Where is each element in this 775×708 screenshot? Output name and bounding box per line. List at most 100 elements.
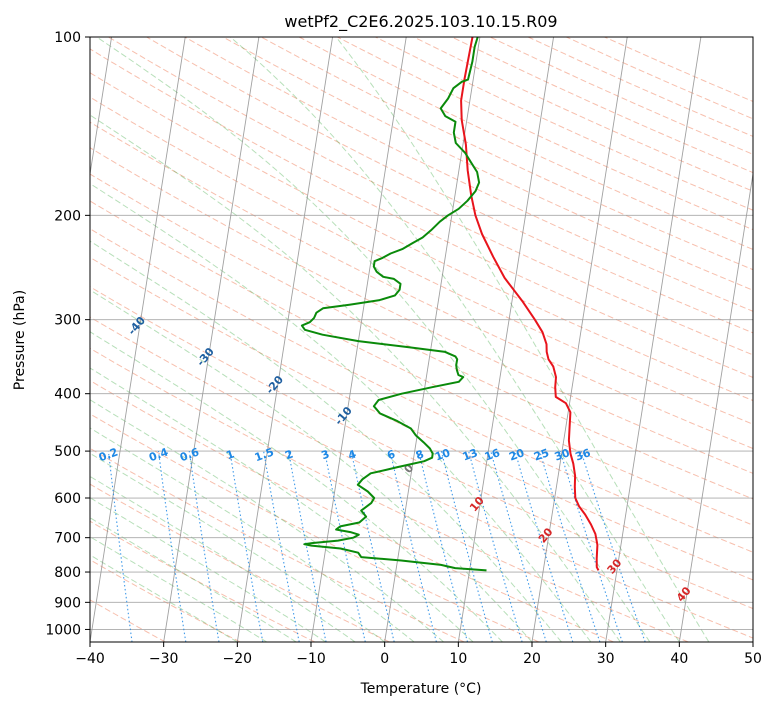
mixing-ratio-line <box>350 450 395 642</box>
x-tick-label: 0 <box>380 651 389 667</box>
dry-adiabat <box>90 121 753 450</box>
moist-adiabat <box>90 367 474 642</box>
dry-adiabat <box>90 483 390 642</box>
moist-adiabat <box>90 331 503 642</box>
isotherm <box>90 37 113 177</box>
mixing-ratio-label: 16 <box>483 446 502 464</box>
mixing-ratio-line <box>539 450 601 642</box>
isotherm <box>163 37 260 642</box>
mixing-ratio-line <box>188 451 220 642</box>
mixing-ratio-label: 3 <box>320 447 332 462</box>
y-tick-label: 900 <box>54 595 81 611</box>
dry-adiabat <box>90 520 315 642</box>
isotherm <box>90 37 186 642</box>
mixing-ratio-line <box>468 450 523 642</box>
mixing-ratio-line <box>157 451 187 642</box>
mixing-ratio-line <box>418 450 469 642</box>
moist-adiabat <box>90 554 238 642</box>
dry-adiabat <box>90 228 753 553</box>
mixing-ratio-line <box>440 450 493 642</box>
y-tick-label: 800 <box>54 565 81 581</box>
plot-frame <box>89 36 754 643</box>
mixing-ratio-label: 20 <box>507 446 526 464</box>
mixing-ratio-line <box>490 450 547 642</box>
y-axis-label: Pressure (hPa) <box>12 290 28 390</box>
mixing-ratio-label: 6 <box>385 447 397 462</box>
x-tick-label: −30 <box>149 651 179 667</box>
plot-area: 0.10.20.40.611.52346810131620253036-100-… <box>90 37 753 642</box>
mixing-ratio-label: 13 <box>461 446 480 463</box>
y-tick-label: 600 <box>54 491 81 507</box>
moist-adiabat <box>335 37 710 642</box>
dry-adiabat <box>90 256 753 581</box>
moist-adiabat <box>90 399 444 642</box>
dry-adiabat <box>90 413 540 642</box>
mixing-ratio-line <box>287 451 327 642</box>
dry-adiabat <box>90 173 753 500</box>
moist-adiabat <box>90 536 268 642</box>
moist-adiabat <box>90 240 562 642</box>
mixing-ratio-label: 0.6 <box>178 445 201 464</box>
mixing-ratio-line <box>559 450 623 642</box>
dry-adiabat <box>90 72 753 402</box>
mixing-ratio-label: 0.4 <box>147 445 170 464</box>
dry-adiabat <box>90 316 753 639</box>
x-tick-label: 40 <box>670 651 688 667</box>
x-axis-label: Temperature (°C) <box>360 681 482 697</box>
y-tick-label: 500 <box>54 444 81 460</box>
dry-adiabat <box>90 48 753 379</box>
moist-adiabat <box>90 183 592 642</box>
mixing-ratio-label: 1 <box>224 447 236 462</box>
dry-adiabat <box>90 379 614 642</box>
mixing-ratio-line <box>324 450 366 642</box>
moist-adiabat <box>90 289 533 642</box>
y-tick-label: 100 <box>54 30 81 46</box>
dewpoint-profile <box>300 37 487 572</box>
y-tick-label: 700 <box>54 531 81 547</box>
x-tick-label: −10 <box>296 651 326 667</box>
x-tick-label: 30 <box>597 651 615 667</box>
x-tick-label: 20 <box>523 651 541 667</box>
isotherm <box>457 37 555 642</box>
dry-adiabat <box>108 37 753 356</box>
mixing-ratio-label: 1.5 <box>253 445 276 464</box>
mixing-ratio-label: 10 <box>433 446 452 464</box>
mixing-ratio-line <box>107 451 133 642</box>
mixing-ratio-label: 36 <box>573 446 592 464</box>
mixing-ratio-label: 30 <box>553 446 572 464</box>
dry-adiabat <box>90 286 753 610</box>
x-tick-label: −20 <box>223 651 253 667</box>
mixing-ratio-label: 2 <box>283 447 295 462</box>
isotherm <box>678 171 753 642</box>
moist-adiabat <box>90 114 621 642</box>
mixing-ratio-line <box>580 450 646 642</box>
y-tick-label: 1000 <box>45 622 81 638</box>
axis-ticks: −40 −30 −20 −10 0 10 20 30 40 5010020030040050060… <box>45 30 762 667</box>
y-tick-label: 300 <box>54 313 81 329</box>
mixing-ratio-label: 25 <box>532 446 551 463</box>
x-tick-label: 50 <box>744 651 762 667</box>
moist-adiabat <box>90 427 415 642</box>
moist-adiabat <box>90 452 385 642</box>
isotherm <box>605 37 702 642</box>
moist-adiabat <box>96 37 651 642</box>
x-tick-label: 10 <box>449 651 467 667</box>
mixing-ratio-label: 8 <box>414 447 426 462</box>
moist-adiabat <box>90 475 356 642</box>
dry-adiabat <box>146 37 753 334</box>
chart-title: wetPf2_C2E6.2025.103.10.15.R09 <box>284 12 557 32</box>
mixing-ratio-line <box>514 450 574 642</box>
y-tick-label: 400 <box>54 387 81 403</box>
x-tick-label: −40 <box>75 651 105 667</box>
mixing-ratio-label: 0.2 <box>97 445 120 464</box>
dry-adiabat <box>222 37 753 291</box>
isotherm <box>531 37 628 642</box>
isotherm <box>236 37 334 642</box>
temperature-profile <box>460 37 600 571</box>
mixing-ratio-line <box>389 450 437 642</box>
moist-adiabat <box>229 37 680 642</box>
y-tick-label: 200 <box>54 208 81 224</box>
mixing-ratio-label: 4 <box>346 447 358 462</box>
